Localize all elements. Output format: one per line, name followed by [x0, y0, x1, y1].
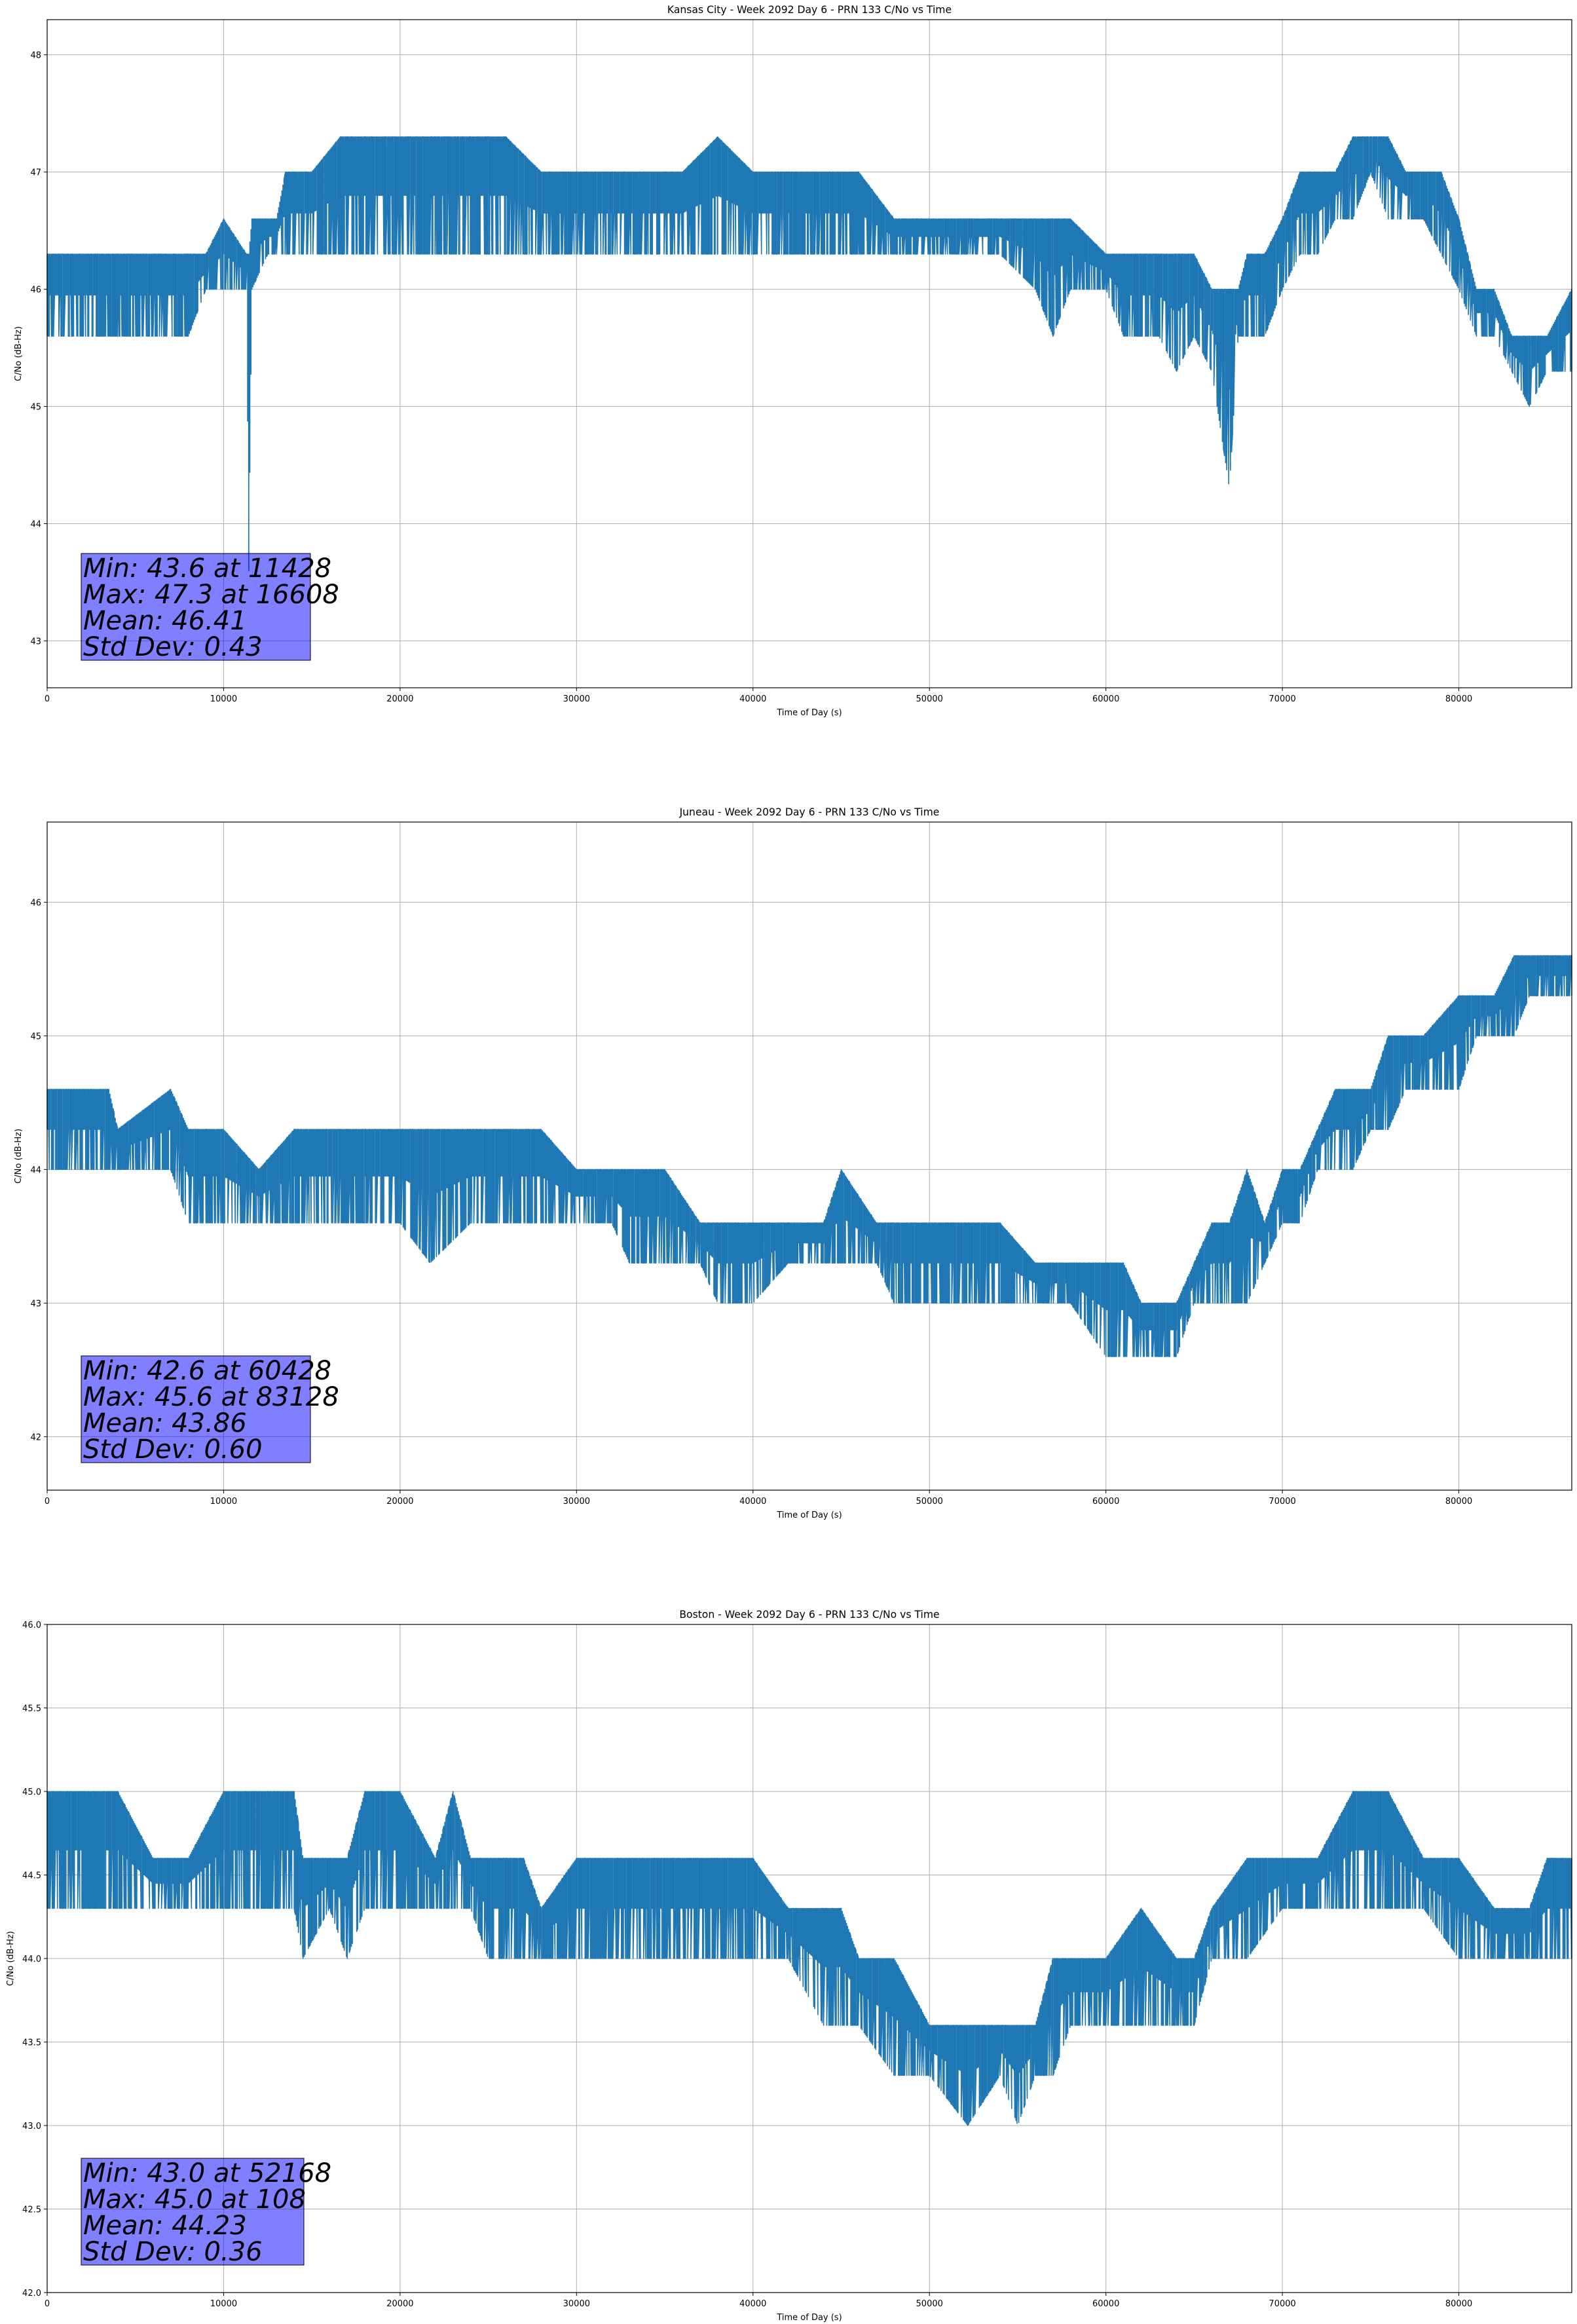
y-tick-label: 42.5 — [22, 2205, 41, 2215]
x-tick-label: 0 — [45, 694, 50, 704]
x-axis-label: Time of Day (s) — [776, 1510, 842, 1520]
x-tick-label: 20000 — [386, 694, 413, 704]
x-tick-label: 30000 — [563, 1497, 590, 1507]
stats-line: Min: 42.6 at 60428 — [83, 1356, 331, 1386]
stats-line: Std Dev: 0.43 — [83, 632, 263, 662]
y-tick-label: 45.5 — [22, 1704, 41, 1714]
x-axis: 0 10000 20000 30000 40000 50000 60000 70000 8000… — [45, 1490, 1472, 1507]
y-tick-label: 46 — [30, 898, 41, 908]
x-tick-label: 40000 — [739, 694, 766, 704]
x-tick-label: 20000 — [386, 1497, 413, 1507]
y-axis: 43 44 45 46 47 48 — [30, 51, 47, 647]
stats-line: Max: 47.3 at 16608 — [83, 580, 339, 610]
x-axis: 0 10000 20000 30000 40000 50000 60000 70000 8000… — [45, 2293, 1472, 2309]
x-tick-label: 20000 — [386, 2299, 413, 2309]
x-tick-label: 60000 — [1092, 694, 1119, 704]
y-tick-label: 42.0 — [22, 2289, 41, 2298]
x-tick-label: 50000 — [916, 2299, 943, 2309]
y-tick-label: 44.0 — [22, 1955, 41, 1964]
y-tick-label: 42 — [30, 1433, 41, 1442]
x-tick-label: 70000 — [1269, 694, 1295, 704]
y-tick-label: 44 — [30, 519, 41, 529]
x-tick-label: 10000 — [210, 1497, 237, 1507]
x-tick-label: 50000 — [916, 694, 943, 704]
chart-title: Juneau - Week 2092 Day 6 - PRN 133 C/No … — [679, 806, 940, 818]
chart-title: Kansas City - Week 2092 Day 6 - PRN 133 … — [667, 4, 952, 16]
y-tick-label: 45.0 — [22, 1788, 41, 1797]
y-tick-label: 45 — [30, 403, 41, 413]
stats-line: Std Dev: 0.60 — [83, 1434, 263, 1465]
x-tick-label: 40000 — [739, 1497, 766, 1507]
stats-line: Mean: 43.86 — [83, 1408, 247, 1438]
axes-frame — [46, 821, 1572, 1491]
y-tick-label: 45 — [30, 1032, 41, 1041]
axes-frame — [46, 19, 1572, 688]
x-tick-label: 50000 — [916, 1497, 943, 1507]
stats-box-background — [81, 553, 311, 661]
stats-line: Max: 45.0 at 108 — [83, 2184, 306, 2215]
x-tick-label: 0 — [45, 2299, 50, 2309]
x-axis-label: Time of Day (s) — [776, 708, 842, 718]
y-axis-label: C/No (dB-Hz) — [14, 326, 24, 381]
subplot-juneau: 0 10000 20000 30000 40000 50000 60000 70000 8000… — [14, 806, 1572, 1520]
y-tick-label: 44 — [30, 1165, 41, 1175]
series-cno — [46, 136, 1572, 571]
stats-line: Min: 43.0 at 52168 — [83, 2158, 331, 2188]
cno-line — [46, 136, 1572, 571]
y-axis: 42 43 44 45 46 — [30, 898, 47, 1442]
subplot-kansas-city: 0 10000 20000 30000 40000 50000 60000 70000 8000… — [14, 4, 1572, 718]
x-tick-label: 10000 — [210, 2299, 237, 2309]
stats-box-background — [81, 2158, 305, 2266]
y-tick-label: 46.0 — [22, 1621, 41, 1630]
series-cno — [46, 955, 1572, 1357]
stats-line: Max: 45.6 at 83128 — [83, 1382, 339, 1412]
x-axis-label: Time of Day (s) — [776, 2313, 842, 2323]
stats-line: Std Dev: 0.36 — [83, 2237, 263, 2267]
x-tick-label: 80000 — [1445, 2299, 1472, 2309]
y-tick-label: 46 — [30, 286, 41, 295]
x-tick-label: 40000 — [739, 2299, 766, 2309]
x-axis: 0 10000 20000 30000 40000 50000 60000 70000 8000… — [45, 688, 1472, 704]
stats-line: Mean: 46.41 — [83, 606, 247, 636]
y-tick-label: 43.0 — [22, 2122, 41, 2131]
y-tick-label: 43 — [30, 637, 41, 647]
y-tick-label: 48 — [30, 51, 41, 61]
stats-line: Min: 43.6 at 11428 — [83, 553, 331, 584]
x-tick-label: 30000 — [563, 694, 590, 704]
cno-line — [46, 955, 1572, 1357]
x-tick-label: 80000 — [1445, 694, 1472, 704]
chart-title: Boston - Week 2092 Day 6 - PRN 133 C/No … — [679, 1609, 939, 1621]
y-tick-label: 44.5 — [22, 1871, 41, 1881]
x-tick-label: 60000 — [1092, 1497, 1119, 1507]
cno-line — [46, 1791, 1572, 2126]
y-tick-label: 47 — [30, 168, 41, 178]
series-cno — [46, 1791, 1572, 2126]
y-tick-label: 43 — [30, 1299, 41, 1309]
x-tick-label: 70000 — [1269, 1497, 1295, 1507]
stats-box-background — [81, 1355, 311, 1463]
y-axis-label: C/No (dB-Hz) — [14, 1129, 24, 1184]
y-tick-label: 43.5 — [22, 2038, 41, 2048]
x-tick-label: 60000 — [1092, 2299, 1119, 2309]
stats-line: Mean: 44.23 — [83, 2211, 247, 2241]
subplot-boston: 0 10000 20000 30000 40000 50000 60000 70000 8000… — [6, 1609, 1572, 2323]
x-tick-label: 30000 — [563, 2299, 590, 2309]
x-tick-label: 10000 — [210, 694, 237, 704]
x-tick-label: 80000 — [1445, 1497, 1472, 1507]
x-tick-label: 70000 — [1269, 2299, 1295, 2309]
x-tick-label: 0 — [45, 1497, 50, 1507]
y-axis: 42.0 42.5 43.0 43.5 44.0 44.5 45.0 45.5 46.0 — [22, 1621, 47, 2298]
y-axis-label: C/No (dB-Hz) — [6, 1931, 16, 1986]
